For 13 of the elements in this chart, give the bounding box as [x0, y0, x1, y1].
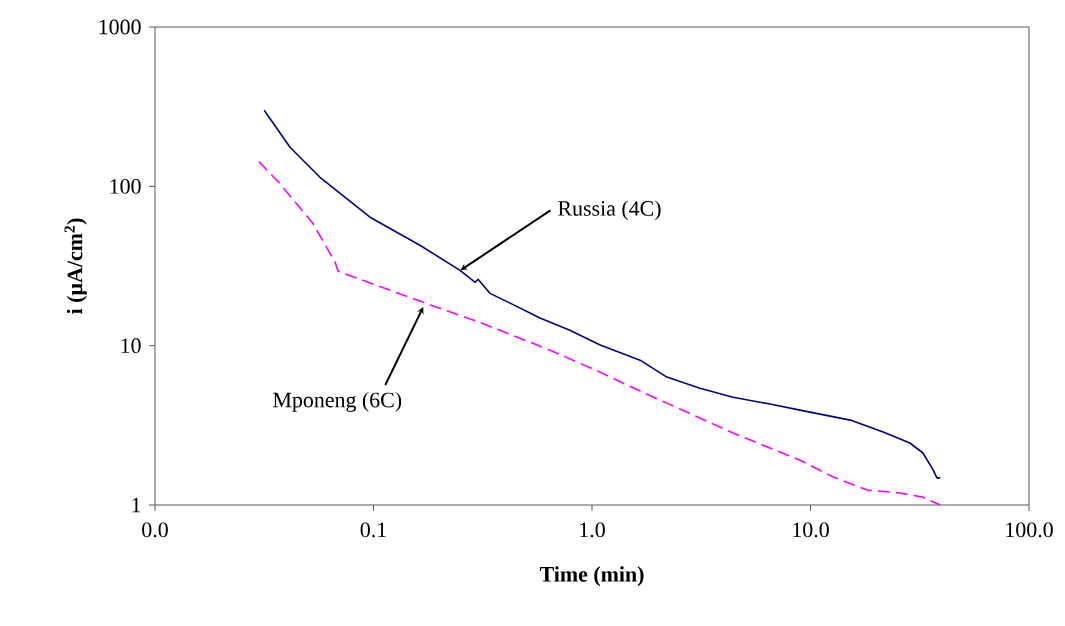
y-tick-label: 1	[132, 497, 141, 513]
x-tick-label: 0.1	[360, 522, 386, 538]
annotation: Russia (4C)	[558, 200, 661, 221]
x-tick-label: 10.0	[793, 522, 829, 538]
x-axis-title: Time (min)	[539, 566, 644, 587]
y-tick-label: 10	[121, 338, 141, 354]
x-tick-label: 1.0	[580, 522, 605, 538]
annotation: Mponeng (6C)	[273, 391, 402, 412]
y-tick-label: 100	[110, 178, 141, 194]
x-tick-label: 100.0	[1006, 522, 1053, 538]
y-tick-label: 1000	[99, 19, 141, 35]
y-axis-title: i (µA/cm$^{2}$)	[64, 218, 87, 314]
x-tick-label: 0.0	[142, 522, 168, 538]
